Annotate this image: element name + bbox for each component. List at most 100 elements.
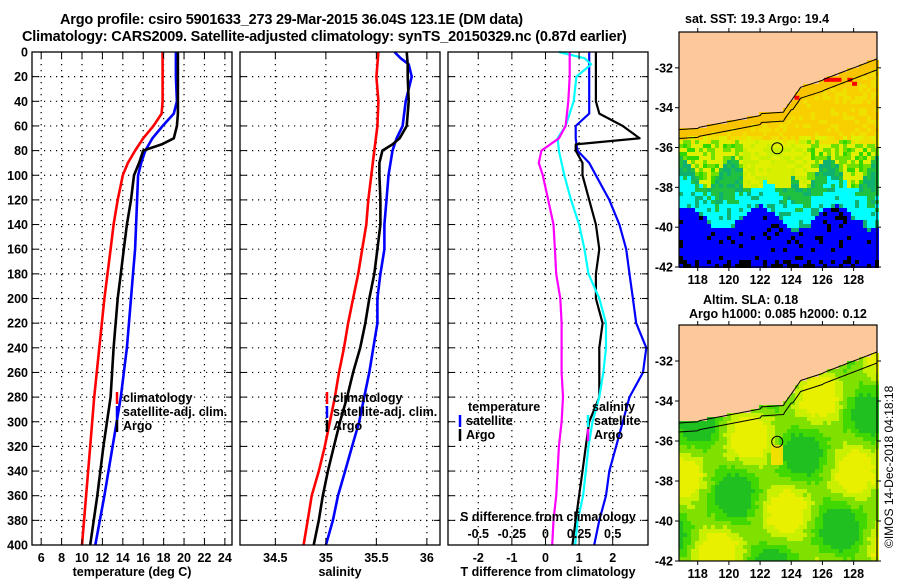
legend-label: Argo <box>594 428 624 442</box>
x-axis-label: temperature (deg C) <box>73 565 192 579</box>
coastline <box>678 58 878 131</box>
sla-map-title-line2: Argo h1000: 0.085 h2000: 0.12 <box>689 307 867 321</box>
y-tick-label: 80 <box>14 144 28 158</box>
y-tick-label: 0 <box>21 46 28 60</box>
y-tick-label: 320 <box>7 440 28 454</box>
plot-frame <box>31 51 233 546</box>
legend-label: satellite <box>594 414 641 428</box>
x-tick-label: 8 <box>58 551 65 565</box>
series-line-climatology <box>302 51 380 546</box>
series-line-temperature-satellite <box>574 52 648 546</box>
map-x-tick-label: 122 <box>750 567 771 580</box>
x-tick-label: 14 <box>116 551 130 565</box>
y-tick-label: 240 <box>7 341 28 355</box>
map-x-tick-label: 124 <box>781 273 802 287</box>
sla-map: 118 120 122 124 126 128 -32 -34 -36 -38 -40 -42 <box>655 321 881 580</box>
map-raster <box>679 353 879 561</box>
warm-pixel <box>852 81 858 86</box>
legend-label: climatology <box>333 391 403 405</box>
x-tick-label-salinity-diff: 0.5 <box>604 527 621 541</box>
map-x-tick-label: 120 <box>718 273 739 287</box>
map-y-tick-label: -42 <box>655 555 673 569</box>
argo-location-marker <box>771 435 784 448</box>
x-axis-label: T difference from climatology <box>460 565 635 579</box>
y-tick-label: 360 <box>7 489 28 503</box>
x-axis-label: salinity <box>318 565 361 579</box>
y-tick-label: 280 <box>7 391 28 405</box>
warm-pixel <box>827 77 833 82</box>
map-y-tick-label: -32 <box>655 355 673 369</box>
x-tick-label-salinity-diff: -0.25 <box>498 527 527 541</box>
x-tick-label-salinity-diff: 0.25 <box>567 527 591 541</box>
sst-map: 118 120 122 124 126 128 -32 -34 -36 -38 -40 -42 <box>655 28 881 287</box>
y-tick-label: 100 <box>7 169 28 183</box>
x-tick-label-salinity-diff: 0 <box>542 527 549 541</box>
plot-frame <box>447 51 649 546</box>
map-x-tick-label: 128 <box>843 273 864 287</box>
map-x-tick-label: 124 <box>781 567 802 580</box>
plot-frame <box>239 51 441 546</box>
y-tick-label: 200 <box>7 292 28 306</box>
x-tick-label: 24 <box>218 551 232 565</box>
map-y-tick-label: -36 <box>655 435 673 449</box>
series-line-argo <box>88 52 180 546</box>
sla-map-title-line1: Altim. SLA: 0.18 <box>703 293 799 307</box>
legend-label: climatology <box>123 391 193 405</box>
argo-location-marker <box>771 142 784 155</box>
y-tick-label: 300 <box>7 415 28 429</box>
y-tick-label: 20 <box>14 70 28 84</box>
x-tick-label: 35.5 <box>364 551 388 565</box>
series-line-satellite-adj-clim- <box>94 52 179 546</box>
coastline <box>678 351 878 424</box>
y-tick-label: 160 <box>7 243 28 257</box>
y-tick-label: 220 <box>7 317 28 331</box>
map-y-tick-label: -34 <box>655 101 673 115</box>
x-tick-label: 2 <box>609 551 616 565</box>
map-y-tick-label: -34 <box>655 395 673 409</box>
x-tick-label: 34.5 <box>263 551 287 565</box>
x-tick-label: 1 <box>576 551 583 565</box>
legend-label: satellite-adj. clim. <box>123 405 227 419</box>
series-line-salinity-argo <box>537 52 571 546</box>
warm-pixel <box>836 77 842 82</box>
x-tick-label: 35 <box>319 551 333 565</box>
x-tick-label-salinity-diff: -0.5 <box>467 527 489 541</box>
x-tick-label: 18 <box>157 551 171 565</box>
legend-label: Argo <box>466 428 496 442</box>
x-axis-label-salinity-diff: S difference from climatology <box>460 510 636 524</box>
warm-pixel <box>831 77 837 82</box>
x-tick-label: 22 <box>197 551 211 565</box>
legend-label: satellite-adj. clim. <box>333 405 437 419</box>
chart-subtitle: Climatology: CARS2009. Satellite-adjuste… <box>22 29 627 45</box>
x-tick-label: 10 <box>75 551 89 565</box>
y-tick-label: 180 <box>7 267 28 281</box>
y-tick-label: 40 <box>14 95 28 109</box>
series-line-temperature-argo <box>571 52 641 546</box>
x-tick-label: 36 <box>420 551 434 565</box>
legend-title-temperature: temperature <box>468 400 540 414</box>
x-tick-label: 12 <box>95 551 109 565</box>
y-tick-label: 400 <box>7 539 28 553</box>
y-tick-label: 260 <box>7 366 28 380</box>
map-frame <box>678 31 878 268</box>
y-tick-label: 380 <box>7 514 28 528</box>
x-tick-label: -1 <box>506 551 517 565</box>
series-line-climatology <box>80 52 164 546</box>
map-y-tick-label: -32 <box>655 61 673 75</box>
legend-label: Argo <box>123 419 153 433</box>
y-tick-label: 120 <box>7 193 28 207</box>
series-line-argo <box>312 51 411 546</box>
map-x-tick-label: 118 <box>688 567 708 580</box>
x-tick-label: 20 <box>177 551 191 565</box>
legend-label: Argo <box>333 419 363 433</box>
series-line-salinity-satellite <box>556 50 608 546</box>
warm-pixel <box>823 77 829 82</box>
map-y-tick-label: -38 <box>655 475 673 489</box>
map-y-tick-label: -40 <box>655 515 673 529</box>
map-x-tick-label: 126 <box>812 567 833 580</box>
map-x-tick-label: 126 <box>812 273 833 287</box>
x-tick-label: 0 <box>542 551 549 565</box>
chart-title: Argo profile: csiro 5901633_273 29-Mar-2… <box>60 12 523 28</box>
x-tick-label: 6 <box>38 551 45 565</box>
